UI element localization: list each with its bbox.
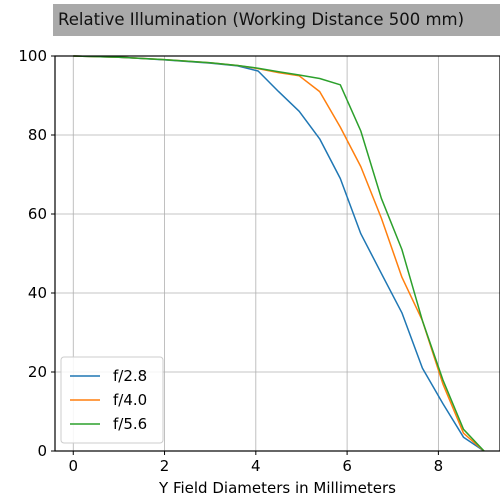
x-tick-label: 4 <box>251 457 261 475</box>
x-tick-label: 0 <box>68 457 78 475</box>
legend-label: f/4.0 <box>113 391 147 409</box>
legend-label: f/5.6 <box>113 415 147 433</box>
y-tick-label: 20 <box>28 363 47 381</box>
x-tick-label: 8 <box>434 457 444 475</box>
legend-label: f/2.8 <box>113 367 147 385</box>
y-tick-label: 60 <box>28 205 47 223</box>
y-tick-label: 100 <box>18 47 47 65</box>
series-line-f-5-6 <box>73 55 485 452</box>
plot-frame <box>54 55 500 452</box>
x-tick-label: 6 <box>342 457 352 475</box>
x-axis-label: Y Field Diameters in Millimeters <box>158 479 396 497</box>
legend: f/2.8 f/4.0 f/5.6 <box>60 356 164 444</box>
x-tick-label: 2 <box>160 457 170 475</box>
y-tick-label: 40 <box>28 284 47 302</box>
y-tick-label: 80 <box>28 126 47 144</box>
chart-title-bar: Relative Illumination (Working Distance … <box>53 4 500 36</box>
y-tick-label: 0 <box>37 442 47 460</box>
chart-title: Relative Illumination (Working Distance … <box>58 10 465 29</box>
legend-box <box>60 356 164 444</box>
series-layer <box>73 55 485 452</box>
